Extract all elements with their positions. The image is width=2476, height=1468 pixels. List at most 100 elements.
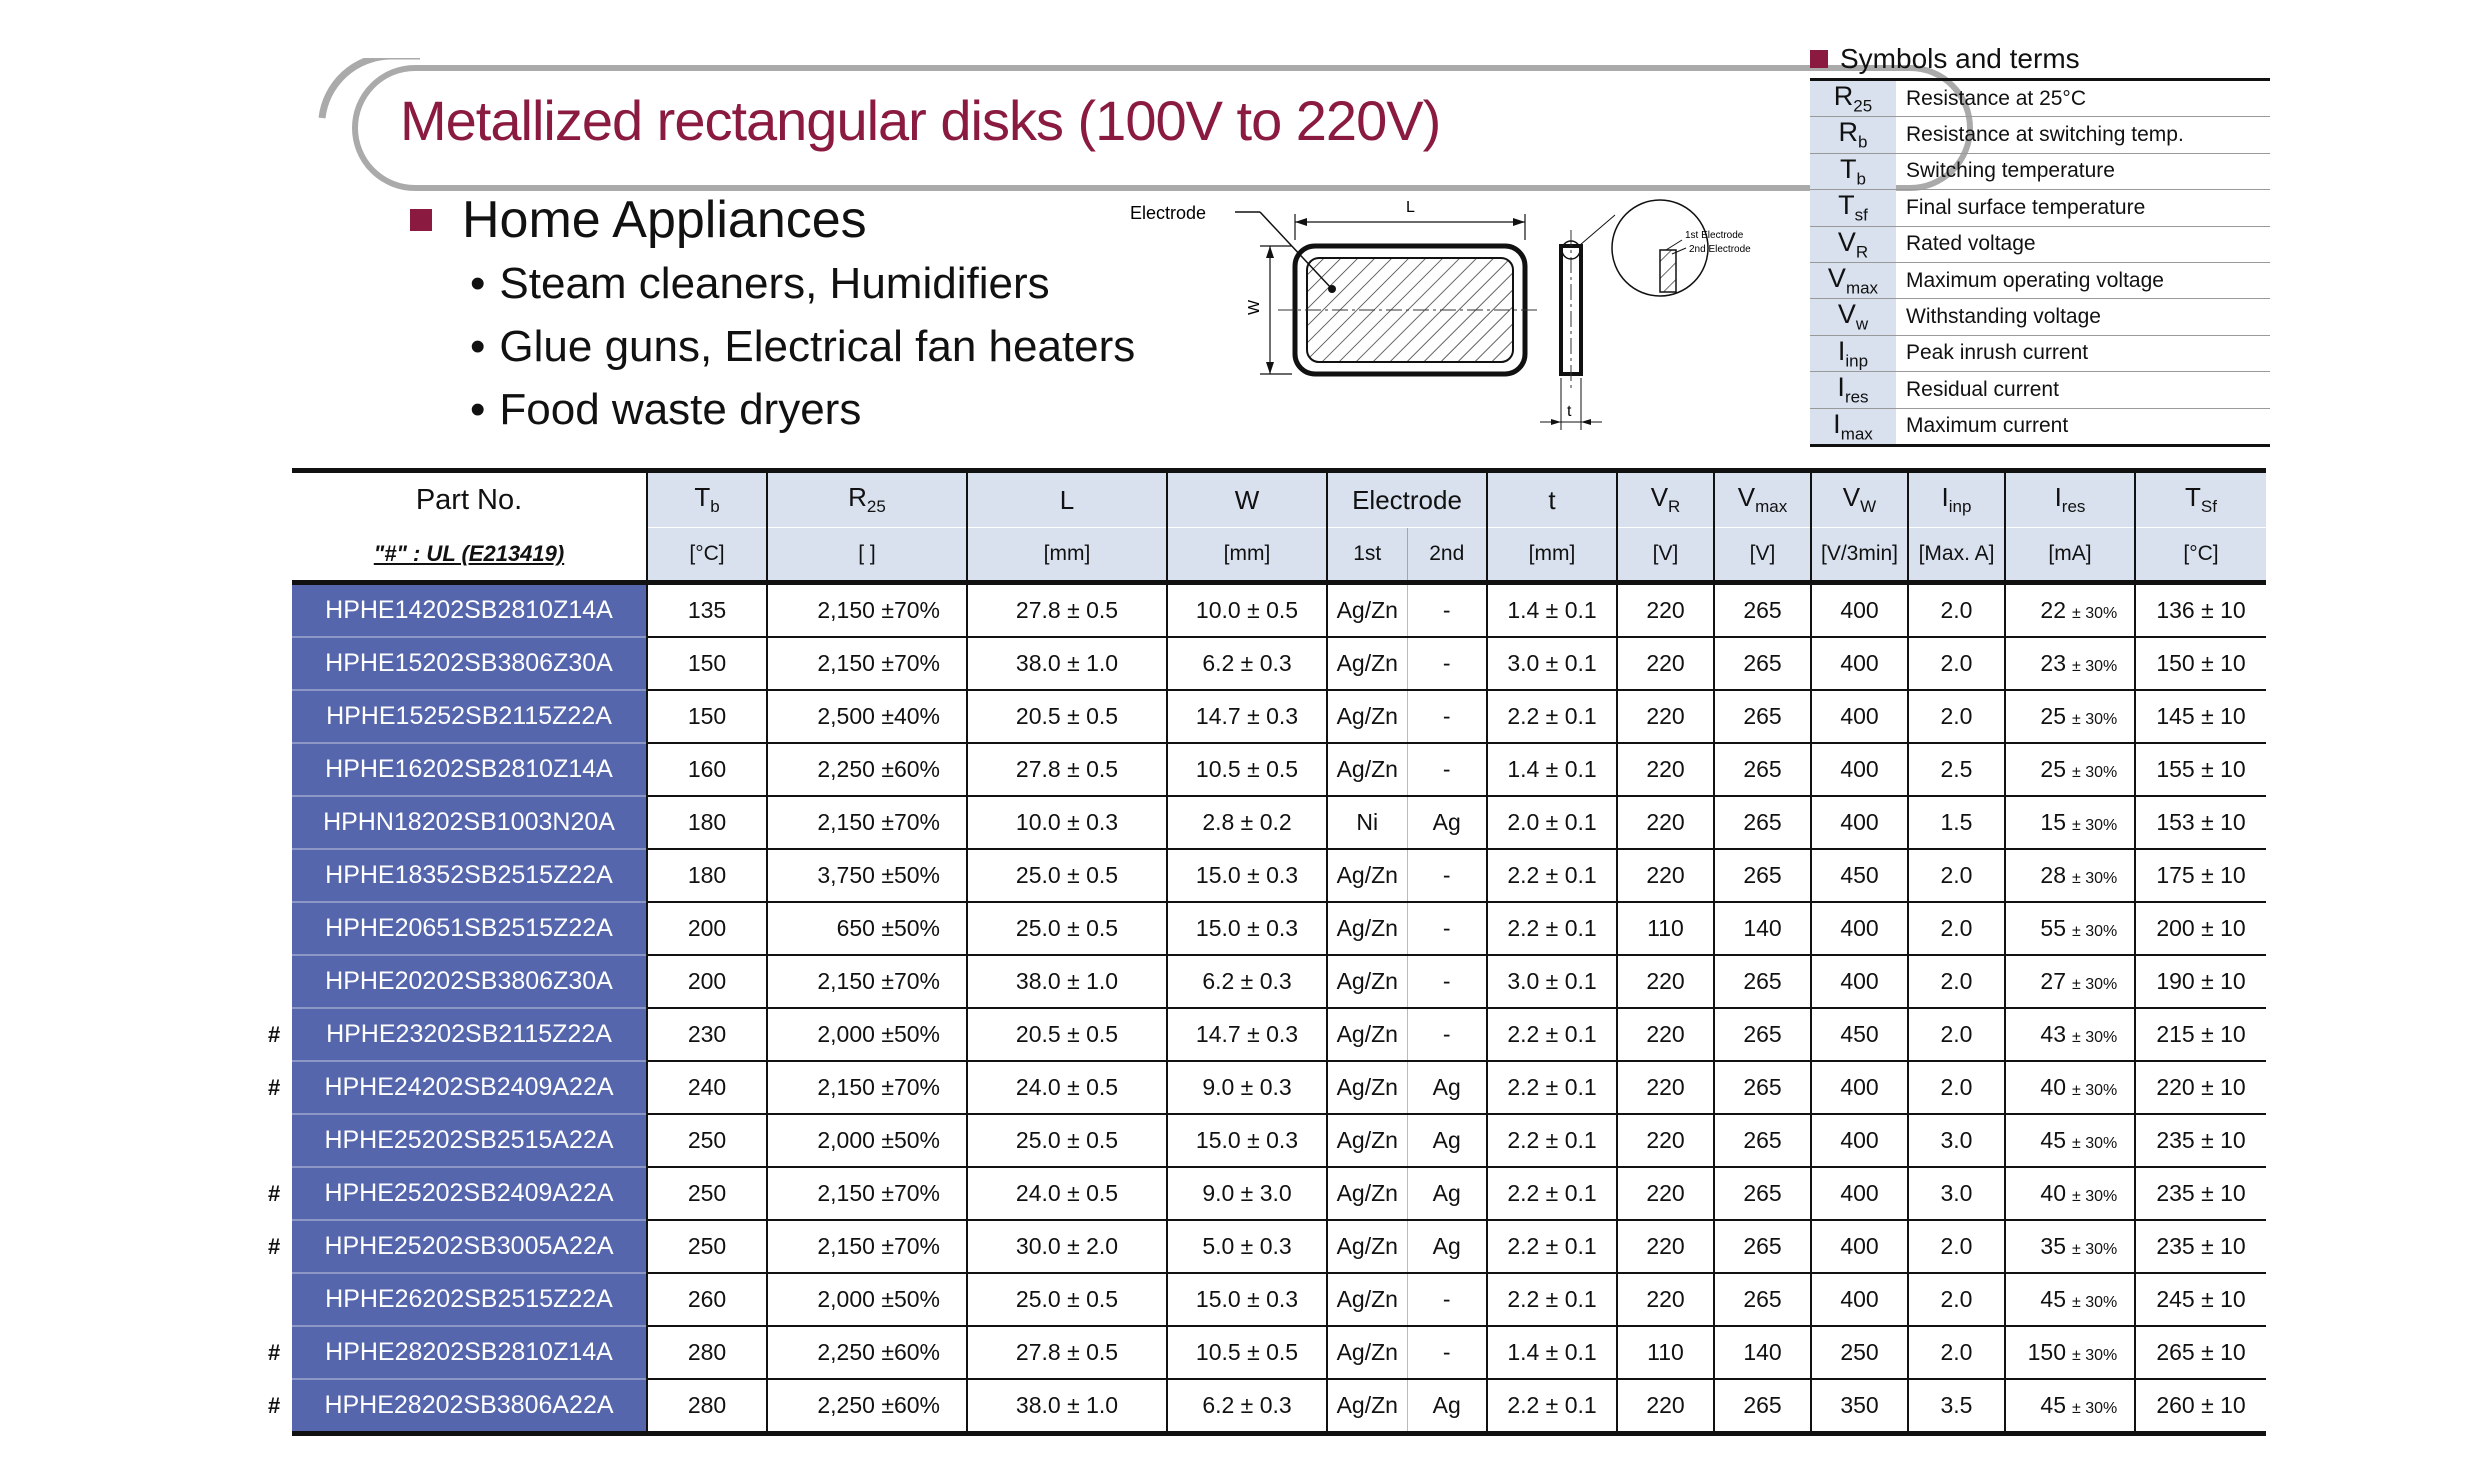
cell-e1: Ag/Zn xyxy=(1326,1378,1407,1434)
cell-e1: Ag/Zn xyxy=(1326,954,1407,1008)
symbols-title: Symbols and terms xyxy=(1840,43,2080,74)
cell-ires: 45 ± 30% xyxy=(2004,1378,2135,1434)
cell-ires: 23 ± 30% xyxy=(2004,636,2135,690)
ul-note: "#" : UL (E213419) xyxy=(292,527,647,583)
disk-side-view: t xyxy=(1540,214,1616,430)
cell-vmax: 265 xyxy=(1713,1007,1811,1061)
cell-w: 9.0 ± 3.0 xyxy=(1166,1166,1327,1220)
cell-e2: - xyxy=(1406,580,1487,637)
cell-e1: Ag/Zn xyxy=(1326,1219,1407,1273)
first-electrode-label: 1st Electrode xyxy=(1685,230,1744,241)
unit-header: [mm] xyxy=(966,527,1167,583)
symbol-key: Iinp xyxy=(1810,335,1896,373)
cell-tb: 160 xyxy=(646,742,767,796)
symbol-row: Vw Withstanding voltage xyxy=(1810,298,2270,336)
cell-r25: 3,750 ±50% xyxy=(766,848,967,902)
cell-l: 25.0 ± 0.5 xyxy=(966,901,1167,955)
cell-ires: 27 ± 30% xyxy=(2004,954,2135,1008)
table-row: HPHE15252SB2115Z22A 150 2,500 ±40% 20.5 ± 0… xyxy=(292,689,2266,743)
cell-w: 6.2 ± 0.3 xyxy=(1166,954,1327,1008)
cell-iinp: 2.0 xyxy=(1907,580,2005,637)
bullet-square-icon xyxy=(410,209,432,231)
cell-iinp: 2.0 xyxy=(1907,954,2005,1008)
cell-vw: 450 xyxy=(1810,848,1908,902)
cell-tsf: 220 ± 10 xyxy=(2134,1060,2266,1114)
cell-r25: 2,150 ±70% xyxy=(766,1219,967,1273)
table-row: HPHE18352SB2515Z22A 180 3,750 ±50% 25.0 ± 0… xyxy=(292,848,2266,902)
cell-vmax: 265 xyxy=(1713,1378,1811,1434)
cell-vw: 400 xyxy=(1810,742,1908,796)
cell-l: 27.8 ± 0.5 xyxy=(966,742,1167,796)
column-header: Vmax xyxy=(1713,470,1811,528)
application-item: Glue guns, Electrical fan heaters xyxy=(470,315,1135,378)
cell-vw: 400 xyxy=(1810,689,1908,743)
cell-tsf: 265 ± 10 xyxy=(2134,1325,2266,1379)
electrode-sub-header: 1st xyxy=(1326,527,1407,583)
cell-r25: 2,150 ±70% xyxy=(766,1166,967,1220)
cell-tsf: 200 ± 10 xyxy=(2134,901,2266,955)
second-electrode-label: 2nd Electrode xyxy=(1689,244,1751,255)
cell-vw: 400 xyxy=(1810,1272,1908,1326)
table-row: HPHN18202SB1003N20A 180 2,150 ±70% 10.0 ± 0… xyxy=(292,795,2266,849)
cell-w: 15.0 ± 0.3 xyxy=(1166,1272,1327,1326)
width-label: W xyxy=(1246,299,1263,315)
part-number: HPHE24202SB2409A22A xyxy=(292,1060,647,1114)
table-row: HPHE25202SB2409A22A 250 2,150 ±70% 24.0 ± 0… xyxy=(292,1166,2266,1220)
disk-front-view xyxy=(1235,211,1540,377)
cell-e2: Ag xyxy=(1406,1219,1487,1273)
symbol-row: Tb Switching temperature xyxy=(1810,153,2270,191)
cell-r25: 2,250 ±60% xyxy=(766,1325,967,1379)
part-number: HPHE28202SB3806A22A xyxy=(292,1378,647,1434)
length-dimension: L xyxy=(1294,199,1526,240)
applications-list: Steam cleaners, Humidifiers Glue guns, E… xyxy=(410,252,1135,441)
column-header: Tb xyxy=(646,470,767,528)
cell-vr: 110 xyxy=(1616,901,1714,955)
cell-r25: 650 ±50% xyxy=(766,901,967,955)
part-number: HPHE18352SB2515Z22A xyxy=(292,848,647,902)
cell-vr: 220 xyxy=(1616,1007,1714,1061)
cell-ires: 55 ± 30% xyxy=(2004,901,2135,955)
cell-e2: - xyxy=(1406,848,1487,902)
cell-ires: 40 ± 30% xyxy=(2004,1060,2135,1114)
cell-r25: 2,000 ±50% xyxy=(766,1113,967,1167)
cell-tb: 150 xyxy=(646,689,767,743)
spec-table: Part No. Tb R25 L W Electrode t VR Vmax VW Iinp Ir… xyxy=(292,468,2266,1436)
table-row: HPHE25202SB3005A22A 250 2,150 ±70% 30.0 ± 2… xyxy=(292,1219,2266,1273)
ul-marker: # xyxy=(268,1233,281,1259)
part-number: HPHE25202SB3005A22A xyxy=(292,1219,647,1273)
cell-tb: 240 xyxy=(646,1060,767,1114)
cell-vr: 220 xyxy=(1616,1378,1714,1434)
cell-w: 14.7 ± 0.3 xyxy=(1166,689,1327,743)
table-row: HPHE20651SB2515Z22A 200 650 ±50% 25.0 ± 0.5… xyxy=(292,901,2266,955)
unit-header: [°C] xyxy=(2134,527,2266,583)
unit-header: [V/3min] xyxy=(1810,527,1908,583)
cell-vmax: 265 xyxy=(1713,742,1811,796)
cell-t: 2.2 ± 0.1 xyxy=(1486,848,1617,902)
column-header: TSf xyxy=(2134,470,2266,528)
cell-r25: 2,150 ±70% xyxy=(766,580,967,637)
symbol-description: Maximum operating voltage xyxy=(1896,262,2270,300)
cell-t: 3.0 ± 0.1 xyxy=(1486,636,1617,690)
cell-tb: 250 xyxy=(646,1166,767,1220)
ul-marker: # xyxy=(268,1339,281,1365)
cell-e1: Ag/Zn xyxy=(1326,1113,1407,1167)
symbol-row: R25 Resistance at 25°C xyxy=(1810,79,2270,118)
cell-vr: 220 xyxy=(1616,1060,1714,1114)
cell-t: 2.2 ± 0.1 xyxy=(1486,1219,1617,1273)
cell-iinp: 2.5 xyxy=(1907,742,2005,796)
cell-t: 1.4 ± 0.1 xyxy=(1486,580,1617,637)
cell-l: 30.0 ± 2.0 xyxy=(966,1219,1167,1273)
cell-vmax: 265 xyxy=(1713,795,1811,849)
column-header: Electrode xyxy=(1326,470,1487,528)
cell-ires: 35 ± 30% xyxy=(2004,1219,2135,1273)
cell-vw: 400 xyxy=(1810,1166,1908,1220)
part-number: HPHE20202SB3806Z30A xyxy=(292,954,647,1008)
cell-tsf: 136 ± 10 xyxy=(2134,580,2266,637)
cell-vw: 400 xyxy=(1810,1113,1908,1167)
cell-vw: 400 xyxy=(1810,901,1908,955)
column-header: W xyxy=(1166,470,1327,528)
cell-e2: - xyxy=(1406,689,1487,743)
cell-ires: 22 ± 30% xyxy=(2004,580,2135,637)
symbol-row: Vmax Maximum operating voltage xyxy=(1810,262,2270,300)
symbol-row: Tsf Final surface temperature xyxy=(1810,189,2270,227)
